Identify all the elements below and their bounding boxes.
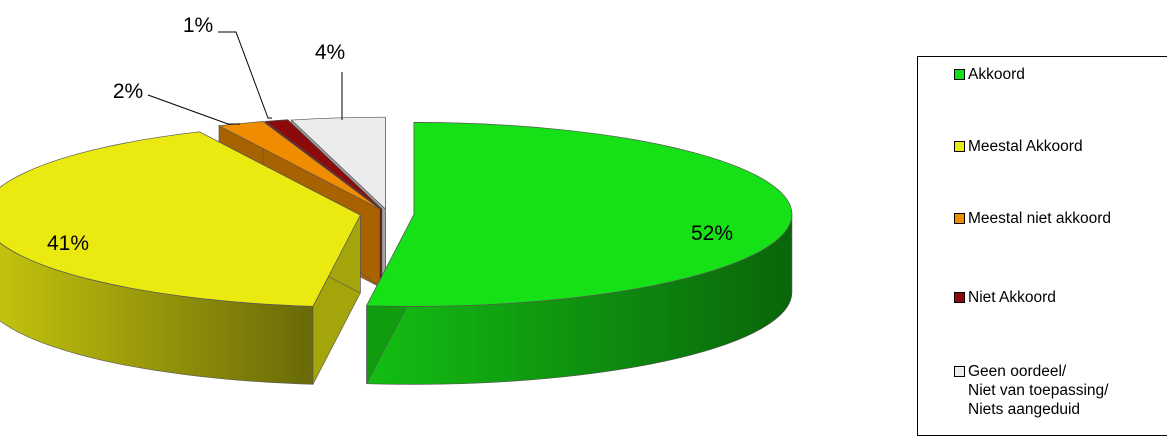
pie-chart: 52% 41% 2% 1% 4% (0, 14, 793, 385)
legend-label: Meestal niet akkoord (968, 209, 1111, 228)
data-label-1: 52% (691, 222, 733, 245)
legend-label: Geen oordeel/Niet van toepassing/Niets a… (968, 362, 1108, 419)
leader-line-4 (218, 31, 272, 119)
legend-label-line: Niets aangeduid (968, 401, 1081, 418)
legend-label-line: Meestal Akkoord (968, 138, 1083, 155)
pie-slice-1 (366, 122, 793, 385)
legend-swatch (954, 292, 965, 303)
legend-item-3: Meestal niet akkoord (954, 209, 1111, 228)
chart-legend: Akkoord Meestal Akkoord Meestal niet akkoo… (917, 56, 1167, 436)
legend-label: Akkoord (968, 65, 1025, 84)
legend-item-2: Meestal Akkoord (954, 137, 1083, 156)
legend-item-1: Akkoord (954, 65, 1025, 84)
leader-line-3 (147, 94, 240, 125)
data-label-2: 41% (47, 232, 89, 255)
legend-label-line: Niet Akkoord (968, 289, 1056, 306)
legend-label-line: Geen oordeel/ (968, 363, 1067, 380)
legend-item-4: Niet Akkoord (954, 288, 1056, 307)
pie-slice-2 (0, 131, 361, 385)
legend-label-line: Akkoord (968, 66, 1025, 83)
data-label-4: 1% (183, 14, 213, 37)
data-label-5: 4% (315, 41, 345, 64)
legend-label-line: Niet van toepassing/ (968, 382, 1109, 399)
legend-item-5: Geen oordeel/Niet van toepassing/Niets a… (954, 362, 1108, 419)
data-label-3: 2% (113, 80, 143, 103)
legend-label-line: Meestal niet akkoord (968, 210, 1112, 227)
legend-swatch (954, 69, 965, 80)
legend-swatch (954, 213, 965, 224)
legend-swatch (954, 141, 965, 152)
legend-label: Meestal Akkoord (968, 137, 1083, 156)
legend-label: Niet Akkoord (968, 288, 1056, 307)
legend-swatch (954, 366, 965, 377)
